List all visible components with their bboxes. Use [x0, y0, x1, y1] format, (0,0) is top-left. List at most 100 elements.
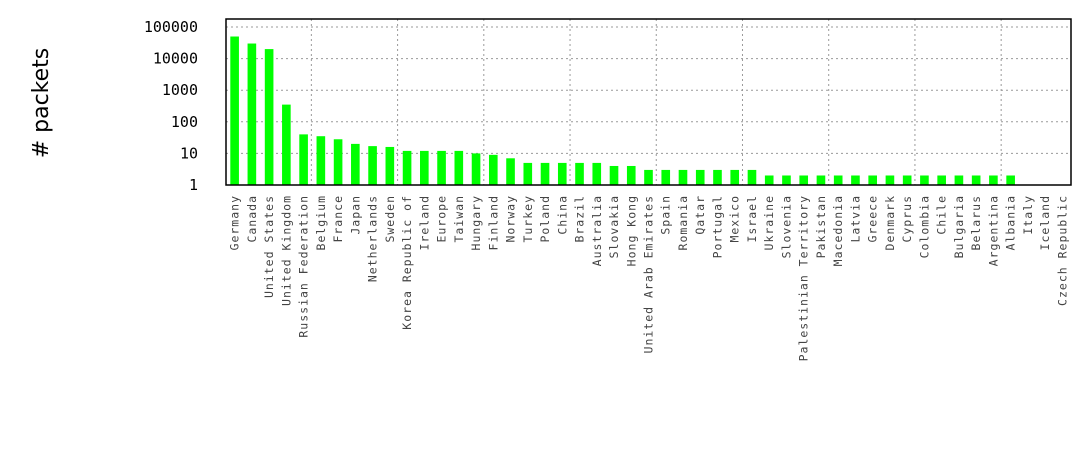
- y-tick-label: 1: [189, 176, 198, 194]
- x-tick-label: Czech Republic: [1055, 195, 1069, 306]
- x-tick-label: Finland: [486, 195, 500, 250]
- bar: [937, 175, 946, 185]
- x-tick-label: United States: [262, 195, 276, 298]
- x-tick-label: Germany: [228, 195, 242, 250]
- x-tick-label: Denmark: [883, 195, 897, 250]
- x-tick-label: Japan: [348, 195, 362, 235]
- bar: [506, 158, 515, 185]
- x-tick-label: France: [331, 195, 345, 243]
- bar: [868, 175, 877, 185]
- x-tick-label: Palestinian Territory: [797, 195, 811, 361]
- bar: [575, 162, 584, 185]
- x-tick-label: Macedonia: [831, 195, 845, 266]
- x-tick-label: Brazil: [573, 195, 587, 243]
- plot-frame: [225, 18, 1072, 186]
- bar: [851, 175, 860, 185]
- x-tick-label: Mexico: [728, 195, 742, 243]
- x-tick-label: Netherlands: [366, 195, 380, 282]
- bar: [644, 169, 653, 185]
- x-tick-label: Slovakia: [607, 195, 621, 258]
- y-tick-labels: 1 10 100 1000 10000 100000: [144, 18, 198, 194]
- bar: [471, 153, 481, 185]
- x-tick-label: Slovenia: [779, 195, 793, 258]
- bar: [920, 175, 929, 185]
- bar: [351, 143, 360, 185]
- x-tick-label: Italy: [1021, 195, 1035, 235]
- x-tick-label: Spain: [659, 195, 673, 235]
- y-tick-label: 100000: [144, 18, 198, 36]
- bar: [885, 175, 895, 185]
- bar: [333, 139, 343, 185]
- x-tick-label: Turkey: [521, 195, 535, 243]
- bar: [316, 136, 326, 185]
- x-tick-label: Canada: [245, 195, 259, 243]
- y-tick-label: 1000: [162, 81, 198, 99]
- bar: [609, 165, 619, 185]
- bar: [557, 162, 567, 185]
- bar: [816, 175, 826, 185]
- x-tick-label: Romania: [676, 195, 690, 250]
- x-tick-label: Korea Republic of: [400, 195, 414, 330]
- x-tick-label: Iceland: [1038, 195, 1052, 250]
- x-tick-label: Hungary: [469, 195, 483, 250]
- x-tick-label: Sweden: [383, 195, 397, 243]
- bar: [523, 162, 533, 185]
- x-tick-label: Ukraine: [762, 195, 776, 250]
- bars: [230, 36, 1015, 186]
- bar: [799, 175, 809, 185]
- bar: [833, 175, 843, 185]
- bar: [713, 169, 722, 185]
- x-tick-label: Poland: [538, 195, 552, 243]
- bar: [902, 175, 912, 185]
- bar: [540, 162, 550, 185]
- bar: [954, 175, 964, 185]
- x-tick-label: Cyprus: [900, 195, 914, 243]
- bar: [764, 175, 774, 185]
- bar: [402, 150, 412, 185]
- x-tick-label: United Arab Emirates: [642, 195, 656, 353]
- bar: [488, 154, 498, 185]
- bar: [385, 146, 395, 185]
- bar: [454, 150, 464, 185]
- bar: [695, 169, 705, 185]
- x-tick-label: Ireland: [417, 195, 431, 250]
- x-tick-label: Belarus: [969, 195, 983, 250]
- bar: [437, 150, 446, 185]
- bar: [730, 169, 740, 185]
- bar: [782, 175, 791, 185]
- bar: [989, 175, 998, 185]
- bar: [661, 169, 671, 185]
- x-tick-label: United Kingdom: [279, 195, 293, 306]
- x-tick-label: Taiwan: [452, 195, 466, 243]
- x-tick-label: Australia: [590, 195, 604, 266]
- y-tick-label: 10000: [153, 50, 198, 68]
- x-tick-label: Belgium: [314, 195, 328, 250]
- x-tick-labels: Germany Canada United States United Kingdom…: [228, 195, 1070, 361]
- x-tick-label: Greece: [866, 195, 880, 243]
- x-tick-label: Norway: [504, 195, 518, 243]
- x-tick-label: Argentina: [986, 195, 1000, 266]
- x-tick-label: Chile: [935, 195, 949, 235]
- bar: [592, 162, 602, 185]
- bar: [678, 169, 688, 185]
- grid: [226, 19, 1071, 185]
- x-tick-label: Bulgaria: [952, 195, 966, 258]
- bar: [420, 150, 429, 185]
- y-axis-label: # packets: [29, 48, 54, 159]
- bar: [747, 169, 757, 185]
- x-tick-label: Latvia: [848, 195, 862, 243]
- bar: [230, 36, 239, 186]
- bar: [299, 134, 308, 185]
- x-tick-label: Israel: [745, 195, 759, 243]
- x-tick-label: Russian Federation: [297, 195, 311, 338]
- bar: [247, 43, 257, 186]
- bar: [971, 175, 981, 185]
- x-tick-label: Pakistan: [814, 195, 828, 258]
- x-tick-label: Hong Kong: [624, 195, 638, 266]
- bar: [626, 165, 636, 185]
- bar: [368, 146, 377, 185]
- y-tick-label: 100: [171, 113, 198, 131]
- x-tick-label: Albania: [1004, 195, 1018, 250]
- x-tick-label: Colombia: [917, 195, 931, 258]
